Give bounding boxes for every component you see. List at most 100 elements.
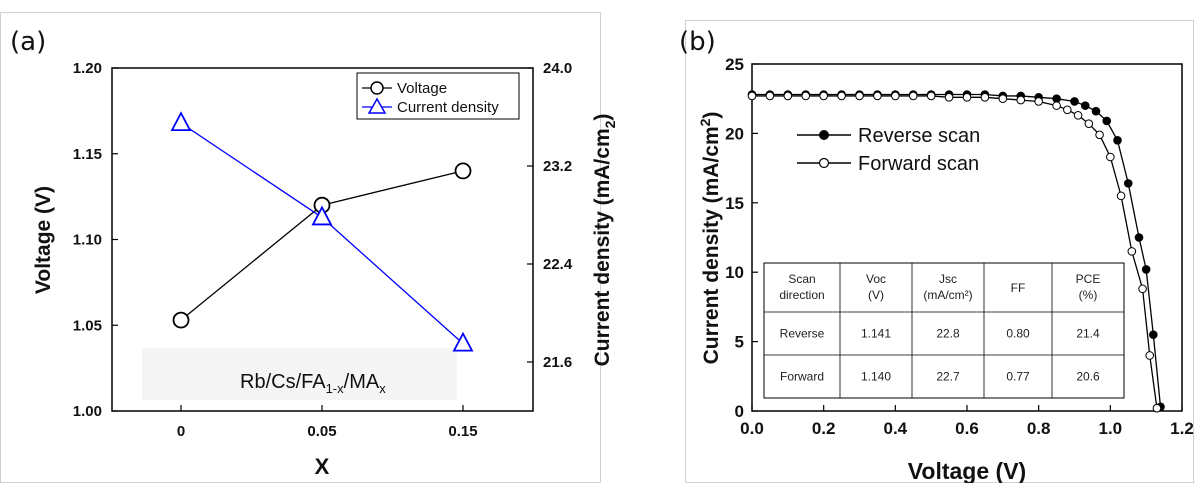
data-point-voltage [454, 162, 472, 180]
data-point-forward [1145, 351, 1155, 360]
data-point-reverse [1123, 179, 1133, 188]
data-point-forward [837, 91, 846, 101]
data-point-forward [1063, 105, 1072, 115]
panel-a-xlabel: X [315, 454, 330, 479]
legend-forward-label: Forward scan [858, 153, 979, 175]
table-cell: 1.141 [861, 327, 891, 341]
a-xtick-label: 0.05 [307, 423, 336, 440]
data-point-current-density [311, 205, 333, 226]
table-cell: 0.80 [1006, 327, 1030, 341]
b-xtick-label: 0.4 [884, 419, 908, 438]
table-header-cell: Jsc [939, 272, 957, 286]
data-point-voltage [172, 311, 190, 329]
panel-a-ylabel: Voltage (V) [32, 186, 55, 294]
panel-a-label: (a) [10, 27, 46, 57]
composition-annotation: Rb/Cs/FA1-x/MAx [240, 371, 386, 396]
data-point-reverse [1149, 330, 1158, 339]
table-cell: Reverse [780, 327, 825, 341]
table-cell: 21.4 [1076, 327, 1100, 341]
data-point-reverse [1080, 101, 1090, 110]
panel-a-ylabel-right: Current density (mA/cm2) [591, 114, 618, 367]
a-ytick-label: 1.15 [73, 146, 102, 163]
panel-a-legend: Voltage Current density [356, 72, 520, 120]
data-point-forward [998, 94, 1008, 103]
legend-voltage-label: Voltage [397, 80, 447, 97]
a-xtick-label: 0.15 [448, 423, 477, 440]
legend-current-marker [367, 97, 387, 114]
series-line-reverse-scan [752, 93, 1162, 407]
table-header-cell: Scan [788, 272, 815, 286]
a-xtick-label: 0 [177, 423, 185, 440]
legend-reverse-marker [819, 130, 829, 140]
data-point-reverse [1102, 116, 1112, 126]
b-ytick-label: 15 [725, 194, 744, 213]
legend-reverse-label: Reverse scan [858, 125, 980, 147]
data-point-forward [1127, 247, 1137, 256]
legend-current-label: Current density [397, 99, 499, 116]
a-ytick-label: 1.05 [73, 317, 102, 334]
data-point-forward [1016, 95, 1026, 105]
data-point-forward [1138, 284, 1147, 294]
series-line-forward-scan [752, 95, 1158, 409]
data-point-forward [747, 91, 757, 101]
legend-forward-marker [818, 157, 830, 169]
data-point-forward [1116, 191, 1126, 201]
table-header-cell: direction [779, 288, 824, 302]
a-ytick-right-label: 24.0 [543, 60, 572, 77]
b-ytick-label: 0 [735, 402, 744, 421]
panel-b: (b) 0.0 0.2 0.4 0.6 0.8 1.0 1.2 0 5 10 15 20 25 Scan… [679, 27, 1194, 483]
table-header-cell: (%) [1079, 288, 1098, 302]
panel-b-label: (b) [679, 27, 716, 57]
data-point-forward [908, 91, 918, 101]
series-line-current-density [180, 122, 464, 345]
panel-b-frame [685, 20, 1194, 483]
data-point-reverse [1091, 106, 1101, 116]
table-header-cell: (V) [868, 288, 884, 302]
b-xtick-label: 0.6 [955, 419, 979, 438]
parameter-table [763, 262, 1125, 399]
data-point-current-density [170, 111, 192, 132]
table-cell: Forward [780, 370, 824, 384]
data-point-forward [1152, 403, 1162, 413]
data-point-reverse [1113, 136, 1122, 145]
b-xtick-label: 1.0 [1099, 419, 1123, 438]
table-header-cell: Voc [866, 272, 886, 286]
table-header-cell: PCE [1076, 272, 1101, 286]
data-point-forward [1052, 101, 1061, 110]
data-point-forward [765, 91, 775, 101]
data-point-forward [1073, 111, 1083, 120]
data-point-forward [873, 91, 882, 101]
data-point-forward [855, 91, 864, 101]
panel-b-ylabel: Current density (mA/cm2) [697, 112, 723, 365]
table-cell: 20.6 [1076, 370, 1100, 384]
annotation-background [142, 348, 457, 400]
data-point-forward [926, 91, 936, 101]
b-ytick-label: 20 [725, 124, 744, 143]
data-point-forward [1106, 152, 1115, 162]
data-point-forward [944, 93, 954, 102]
data-point-reverse [1134, 233, 1144, 242]
data-point-forward [1034, 97, 1043, 106]
legend-voltage-marker [370, 81, 384, 95]
data-point-forward [891, 91, 900, 101]
panel-b-legend: Reverse scan Forward scan [797, 125, 980, 175]
a-ytick-label: 1.20 [73, 60, 102, 77]
data-point-forward [962, 93, 972, 102]
a-ytick-right-label: 22.4 [543, 256, 573, 273]
panel-a: (a) 1.00 1.05 1.10 1.15 1.20 21.6 22.4 23.2 24.0… [10, 27, 618, 479]
b-xtick-label: 0.2 [812, 419, 836, 438]
panel-b-xlabel: Voltage (V) [908, 458, 1026, 483]
data-point-forward [1084, 119, 1094, 128]
table-cell: 22.7 [936, 370, 960, 384]
data-point-reverse [1070, 97, 1079, 106]
data-point-forward [1095, 130, 1104, 140]
a-ytick-label: 1.00 [73, 403, 102, 420]
a-ytick-right-label: 23.2 [543, 158, 572, 175]
table-cell: 0.77 [1006, 370, 1030, 384]
b-xtick-label: 0.8 [1027, 419, 1051, 438]
data-point-reverse [1141, 265, 1151, 274]
data-point-forward [980, 93, 990, 102]
table-header-cell: FF [1011, 281, 1026, 295]
data-point-forward [783, 91, 793, 101]
